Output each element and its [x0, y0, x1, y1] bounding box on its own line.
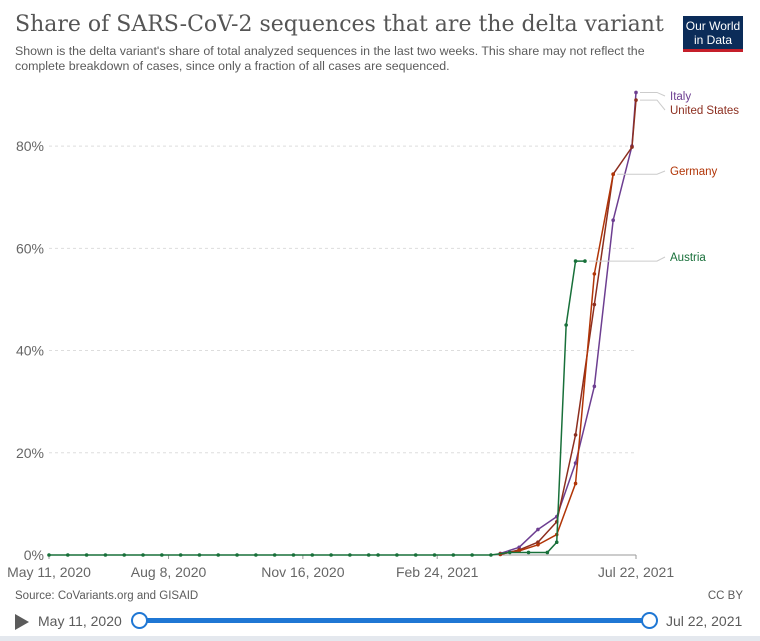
label-connector [617, 170, 666, 175]
data-point [592, 302, 597, 307]
owid-logo[interactable]: Our World in Data [683, 16, 743, 52]
data-point [470, 553, 474, 557]
data-point [84, 553, 89, 557]
chart-title: Share of SARS-CoV-2 sequences that are t… [15, 12, 664, 37]
y-tick-label: 60% [16, 240, 44, 256]
series-label: Austria [670, 252, 706, 264]
x-tick-label: Jul 22, 2021 [598, 564, 674, 580]
data-point [141, 553, 145, 557]
data-point [573, 481, 578, 486]
timeline-start-date: May 11, 2020 [38, 613, 122, 629]
data-point [47, 553, 51, 557]
data-point [376, 553, 380, 557]
x-tick-label: Aug 8, 2020 [131, 564, 207, 580]
data-point [592, 384, 597, 389]
series-label: Germany [670, 166, 718, 178]
data-point [634, 98, 638, 102]
data-point [291, 553, 296, 557]
data-point [348, 553, 352, 557]
source-note[interactable]: Source: CoVariants.org and GISAID [15, 590, 199, 602]
series-label: United States [670, 105, 739, 117]
data-point [592, 272, 597, 276]
timeline-divider [0, 636, 760, 641]
line-chart: 0% 20% 40% 60% 80% May 11, 2020 Aug 8, 2020 Nov… [7, 90, 739, 580]
data-point [536, 540, 540, 545]
x-tick-label: Feb 24, 2021 [396, 564, 479, 580]
data-point [310, 553, 315, 557]
data-point [545, 550, 550, 555]
data-point [178, 553, 183, 557]
y-tick-label: 80% [16, 138, 44, 154]
data-point [517, 545, 521, 550]
data-point [432, 553, 437, 557]
data-point [451, 553, 456, 557]
label-connector [640, 91, 666, 97]
play-icon[interactable] [15, 614, 29, 630]
data-point [197, 553, 202, 557]
logo-line-1: Our World [685, 19, 741, 33]
series-line-austria [49, 260, 585, 556]
x-tick-label: Nov 16, 2020 [261, 564, 344, 580]
data-point [366, 553, 371, 557]
data-point [564, 323, 568, 327]
timeline-control: May 11, 2020 Jul 22, 2021 [0, 606, 760, 641]
label-connector [640, 99, 666, 111]
data-point [216, 553, 221, 557]
data-point [573, 259, 578, 263]
series-label: Italy [670, 91, 691, 103]
data-point [536, 527, 540, 532]
data-point [413, 553, 418, 557]
data-point [122, 553, 127, 557]
data-point [507, 550, 512, 555]
data-point [573, 461, 578, 465]
timeline-track[interactable] [140, 618, 650, 623]
license-note[interactable]: CC BY [707, 590, 743, 602]
label-connector [588, 256, 666, 262]
series-line-italy [500, 92, 637, 555]
data-point [536, 542, 540, 547]
data-point [272, 553, 277, 557]
data-point [103, 553, 108, 557]
data-point [634, 90, 638, 95]
data-point [66, 553, 70, 557]
x-tick-label: May 11, 2020 [7, 564, 91, 580]
data-point [254, 553, 258, 557]
data-point [526, 550, 531, 555]
logo-line-2: in Data [693, 33, 733, 47]
data-point [573, 433, 578, 437]
data-point [489, 553, 493, 557]
y-tick-label: 40% [16, 343, 44, 359]
data-point [395, 553, 399, 557]
y-tick-label: 0% [24, 547, 44, 563]
timeline-start-handle[interactable] [131, 612, 148, 629]
data-point [160, 553, 164, 557]
timeline-end-date: Jul 22, 2021 [666, 613, 743, 629]
data-point [329, 553, 333, 557]
data-point [235, 553, 239, 557]
y-tick-label: 20% [16, 445, 44, 461]
data-point [611, 172, 615, 177]
timeline-end-handle[interactable] [641, 612, 658, 629]
data-point [583, 259, 587, 263]
data-point [630, 145, 634, 149]
data-point [611, 218, 615, 223]
chart-subtitle: Shown is the delta variant's share of to… [15, 44, 645, 73]
data-point [554, 540, 559, 545]
